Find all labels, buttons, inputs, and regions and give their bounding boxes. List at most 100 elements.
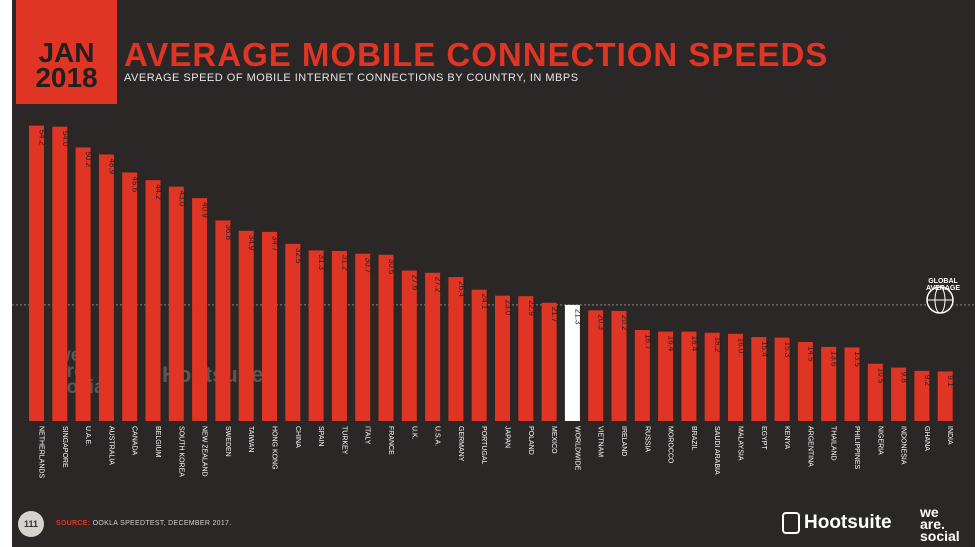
page-number: 111 bbox=[18, 511, 44, 537]
value-label-malaysia: 16.0 bbox=[737, 338, 746, 354]
source-text: OOKLA SPEEDTEST, DECEMBER 2017. bbox=[92, 520, 232, 527]
bar-egypt bbox=[751, 337, 767, 421]
value-label-u-s-a: 27.2 bbox=[434, 277, 443, 293]
bar-malaysia bbox=[728, 333, 743, 421]
value-label-china: 32.5 bbox=[294, 248, 303, 264]
category-label-russia: RUSSIA bbox=[643, 426, 650, 452]
hootsuite-wordmark: Hootsuite bbox=[804, 512, 892, 534]
bar-hong-kong bbox=[262, 231, 277, 421]
bar-morocco bbox=[658, 331, 674, 421]
bar-india bbox=[937, 371, 953, 421]
value-label-poland: 22.9 bbox=[527, 300, 536, 316]
value-label-taiwan: 34.9 bbox=[247, 235, 256, 251]
bar-argentina bbox=[797, 341, 813, 421]
value-label-india: 9.1 bbox=[946, 375, 955, 387]
bar-brazil bbox=[681, 331, 697, 421]
category-label-ireland: IRELAND bbox=[620, 426, 627, 456]
value-label-brazil: 16.4 bbox=[690, 336, 699, 352]
category-label-brazil: BRAZIL bbox=[690, 426, 697, 451]
bar-nigeria bbox=[867, 363, 883, 421]
bar-worldwide bbox=[564, 304, 580, 421]
category-label-germany: GERMANY bbox=[457, 426, 464, 462]
bar-south-korea bbox=[168, 186, 184, 421]
category-label-spain: SPAIN bbox=[317, 426, 324, 447]
owl-icon bbox=[782, 512, 800, 534]
page-title: AVERAGE MOBILE CONNECTION SPEEDS bbox=[124, 36, 829, 73]
bar-netherlands bbox=[29, 125, 44, 422]
category-label-singapore: SINGAPORE bbox=[61, 426, 68, 468]
value-label-indonesia: 9.8 bbox=[900, 372, 909, 384]
value-label-nigeria: 10.5 bbox=[876, 368, 885, 384]
globe-icon bbox=[926, 286, 954, 314]
category-label-u-a-e: U.A.E. bbox=[84, 426, 91, 446]
category-label-thailand: THAILAND bbox=[830, 426, 837, 461]
bar-new-zealand bbox=[192, 198, 208, 421]
value-label-morocco: 16.4 bbox=[667, 336, 676, 352]
category-label-france: FRANCE bbox=[387, 426, 394, 455]
category-label-italy: ITALY bbox=[364, 426, 371, 445]
value-label-canada: 45.6 bbox=[131, 176, 140, 192]
was-line-2: are. bbox=[920, 516, 945, 532]
source-note: SOURCE: OOKLA SPEEDTEST, DECEMBER 2017. bbox=[56, 520, 232, 527]
bar-turkey bbox=[331, 250, 347, 421]
category-label-u-s-a: U.S.A. bbox=[434, 426, 441, 446]
category-label-south-korea: SOUTH KOREA bbox=[177, 426, 184, 477]
bar-france bbox=[378, 254, 394, 421]
bar-taiwan bbox=[238, 230, 254, 421]
value-label-philippines: 13.5 bbox=[853, 351, 862, 367]
value-label-spain: 31.3 bbox=[317, 254, 326, 270]
category-label-sweden: SWEDEN bbox=[224, 426, 231, 457]
category-label-india: INDIA bbox=[946, 426, 953, 445]
category-label-kenya: KENYA bbox=[783, 426, 790, 450]
category-label-taiwan: TAIWAN bbox=[247, 426, 254, 452]
category-label-belgium: BELGIUM bbox=[154, 426, 161, 458]
global-average-label: GLOBAL AVERAGE bbox=[924, 278, 962, 292]
bar-germany bbox=[448, 277, 464, 421]
bar-kenya bbox=[774, 337, 790, 421]
bar-thailand bbox=[821, 346, 837, 421]
category-label-turkey: TURKEY bbox=[340, 426, 347, 455]
value-label-vietnam: 20.3 bbox=[597, 314, 606, 330]
value-label-germany: 26.4 bbox=[457, 281, 466, 297]
value-label-new-zealand: 40.9 bbox=[201, 202, 210, 218]
category-label-nigeria: NIGERIA bbox=[876, 426, 883, 455]
category-label-hong-kong: HONG KONG bbox=[271, 426, 278, 470]
hootsuite-logo: Hootsuite bbox=[782, 512, 892, 534]
value-label-hong-kong: 34.7 bbox=[271, 236, 280, 252]
value-label-south-korea: 43.0 bbox=[177, 191, 186, 207]
bar-italy bbox=[355, 253, 371, 421]
value-label-singapore: 54.0 bbox=[61, 131, 70, 147]
bar-poland bbox=[518, 296, 534, 421]
bar-u-a-e bbox=[75, 147, 91, 421]
category-label-morocco: MOROCCO bbox=[667, 426, 674, 464]
category-label-new-zealand: NEW ZEALAND bbox=[201, 426, 208, 477]
bar-u-s-a bbox=[425, 272, 441, 421]
value-label-egypt: 15.4 bbox=[760, 341, 769, 357]
bar-canada bbox=[122, 172, 138, 421]
value-label-ghana: 9.2 bbox=[923, 375, 932, 387]
bar-portugal bbox=[471, 289, 487, 421]
page-subtitle: AVERAGE SPEED OF MOBILE INTERNET CONNECT… bbox=[124, 72, 579, 84]
category-label-u-k: U.K. bbox=[410, 426, 417, 440]
bar-chart: 54.2 NETHERLANDS 54.0 SINGAPORE 50.2 U.A.E. 48… bbox=[12, 125, 975, 478]
category-label-australia: AUSTRALIA bbox=[107, 426, 114, 465]
value-label-mexico: 21.7 bbox=[550, 307, 559, 323]
category-label-canada: CANADA bbox=[131, 426, 138, 456]
value-label-netherlands: 54.2 bbox=[38, 130, 47, 146]
value-label-sweden: 36.8 bbox=[224, 224, 233, 240]
category-label-philippines: PHILIPPINES bbox=[853, 426, 860, 470]
category-label-mexico: MEXICO bbox=[550, 426, 557, 454]
value-label-turkey: 31.2 bbox=[340, 255, 349, 271]
slide: JAN 2018 AVERAGE MOBILE CONNECTION SPEED… bbox=[12, 0, 975, 547]
value-label-france: 30.5 bbox=[387, 259, 396, 275]
value-label-portugal: 24.1 bbox=[480, 294, 489, 310]
category-label-netherlands: NETHERLANDS bbox=[38, 426, 45, 478]
value-label-argentina: 14.5 bbox=[806, 346, 815, 362]
badge-year: 2018 bbox=[35, 62, 98, 93]
value-label-thailand: 13.6 bbox=[830, 351, 839, 367]
bar-ireland bbox=[611, 310, 627, 421]
bar-japan bbox=[495, 295, 510, 421]
bar-vietnam bbox=[588, 310, 604, 421]
value-label-u-a-e: 50.2 bbox=[84, 151, 93, 167]
value-label-kenya: 15.3 bbox=[783, 342, 792, 358]
